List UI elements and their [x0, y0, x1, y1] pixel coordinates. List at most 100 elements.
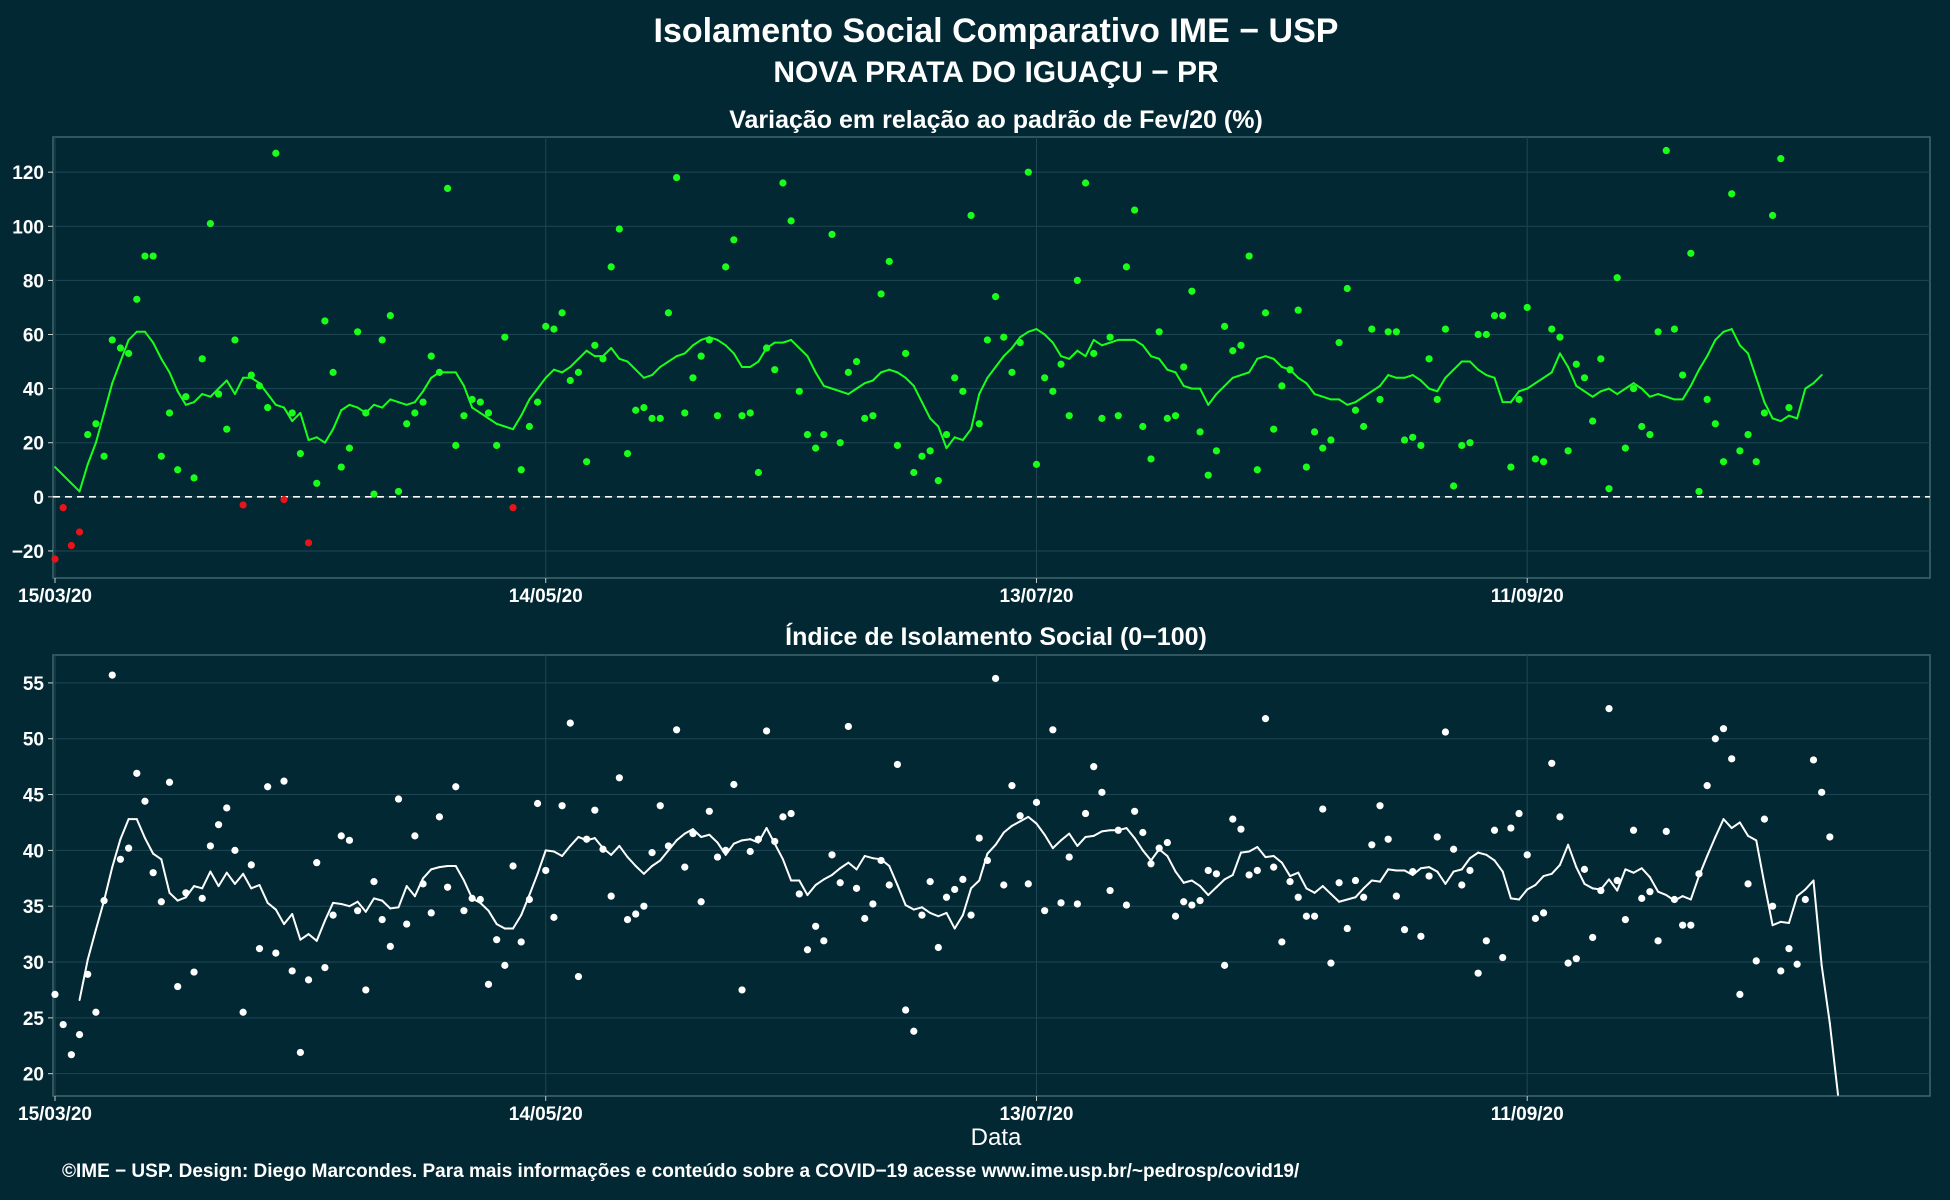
moving-average-segment — [332, 901, 343, 905]
data-point — [1556, 813, 1564, 821]
data-point — [1310, 428, 1319, 436]
y-tick-label: 50 — [23, 730, 44, 751]
data-point — [983, 336, 992, 344]
data-point — [681, 863, 689, 871]
data-point — [1801, 895, 1809, 904]
data-point — [722, 846, 730, 854]
moving-average-segment — [1706, 338, 1717, 358]
moving-average-segment — [397, 401, 408, 406]
moving-average-segment — [1166, 854, 1177, 873]
data-point — [1531, 914, 1540, 923]
data-point — [1343, 284, 1351, 293]
data-point — [1515, 395, 1523, 404]
data-point — [1081, 809, 1090, 818]
data-point — [403, 920, 411, 928]
data-point — [959, 875, 967, 884]
data-point — [313, 479, 321, 487]
moving-average-segment — [626, 856, 637, 868]
moving-average-segment — [1043, 833, 1054, 850]
moving-average-segment — [1444, 368, 1455, 379]
data-point — [288, 409, 296, 417]
moving-average-segment — [1354, 887, 1365, 899]
data-point — [697, 898, 705, 906]
moving-average-segment — [242, 872, 253, 890]
data-point — [493, 936, 501, 944]
moving-average-segment — [160, 357, 171, 374]
data-point — [836, 439, 844, 447]
moving-average-segment — [1493, 376, 1504, 404]
data-point — [1572, 360, 1580, 368]
data-point — [468, 894, 476, 902]
data-point — [1008, 368, 1016, 376]
data-point — [656, 414, 664, 422]
moving-average-segment — [168, 891, 179, 902]
data-point — [370, 490, 378, 498]
y-tick-label: 35 — [23, 897, 45, 918]
data-point — [1171, 912, 1180, 920]
moving-average-segment — [659, 849, 670, 862]
moving-average-segment — [1035, 822, 1046, 836]
data-point — [1728, 755, 1736, 763]
moving-average-segment — [1419, 379, 1431, 390]
data-point — [926, 447, 934, 455]
data-point — [1752, 957, 1760, 965]
moving-average-segment — [1338, 898, 1349, 903]
moving-average-segment — [1199, 387, 1210, 406]
moving-average-segment — [430, 866, 441, 871]
data-point — [157, 898, 165, 906]
moving-average-segment — [299, 411, 310, 442]
moving-average-segment — [119, 338, 130, 363]
data-point — [1294, 306, 1302, 314]
data-point — [574, 972, 583, 981]
data-point — [67, 541, 75, 550]
data-point — [1400, 926, 1409, 934]
data-point — [959, 387, 967, 395]
moving-average-segment — [54, 466, 65, 477]
data-point — [1212, 870, 1221, 878]
moving-average-segment — [1027, 328, 1038, 333]
moving-average-segment — [1370, 879, 1382, 883]
moving-average-segment — [1591, 390, 1602, 398]
moving-average-segment — [1174, 371, 1185, 387]
data-point — [1278, 382, 1286, 390]
moving-average-segment — [1796, 387, 1807, 420]
x-tick-label: 14/05/20 — [509, 1104, 583, 1125]
data-point — [484, 980, 493, 988]
moving-average-segment — [1060, 832, 1071, 842]
moving-average-segment — [1550, 863, 1561, 875]
moving-average-segment — [201, 393, 212, 398]
moving-average-segment — [724, 344, 735, 355]
moving-average-segment — [1428, 387, 1439, 393]
moving-average-segment — [1239, 850, 1251, 854]
data-point — [1155, 328, 1163, 336]
data-point — [1433, 833, 1441, 841]
data-point — [689, 374, 697, 382]
data-point — [1687, 921, 1695, 929]
data-point — [1221, 322, 1229, 330]
moving-average-segment — [1207, 393, 1218, 406]
moving-average-segment — [135, 818, 146, 840]
moving-average-segment — [307, 436, 318, 442]
moving-average-segment — [920, 906, 932, 914]
moving-average-segment — [953, 436, 964, 442]
data-point — [632, 406, 640, 414]
data-point — [844, 368, 852, 376]
data-point — [116, 855, 125, 863]
moving-average-segment — [634, 865, 645, 875]
data-point — [288, 967, 296, 975]
moving-average-segment — [822, 384, 834, 390]
moving-average-segment — [651, 859, 662, 868]
data-point — [1613, 274, 1621, 282]
data-point — [1081, 179, 1090, 187]
data-point — [1777, 155, 1785, 163]
data-point — [828, 851, 836, 859]
moving-average-segment — [520, 398, 531, 417]
data-point — [1711, 420, 1719, 428]
data-point — [517, 466, 525, 474]
data-point — [452, 783, 460, 791]
moving-average-segment — [716, 338, 727, 347]
moving-average-segment — [217, 871, 228, 888]
data-point — [1499, 311, 1507, 320]
data-point — [1351, 406, 1360, 414]
y-tick-label: 60 — [23, 326, 44, 347]
